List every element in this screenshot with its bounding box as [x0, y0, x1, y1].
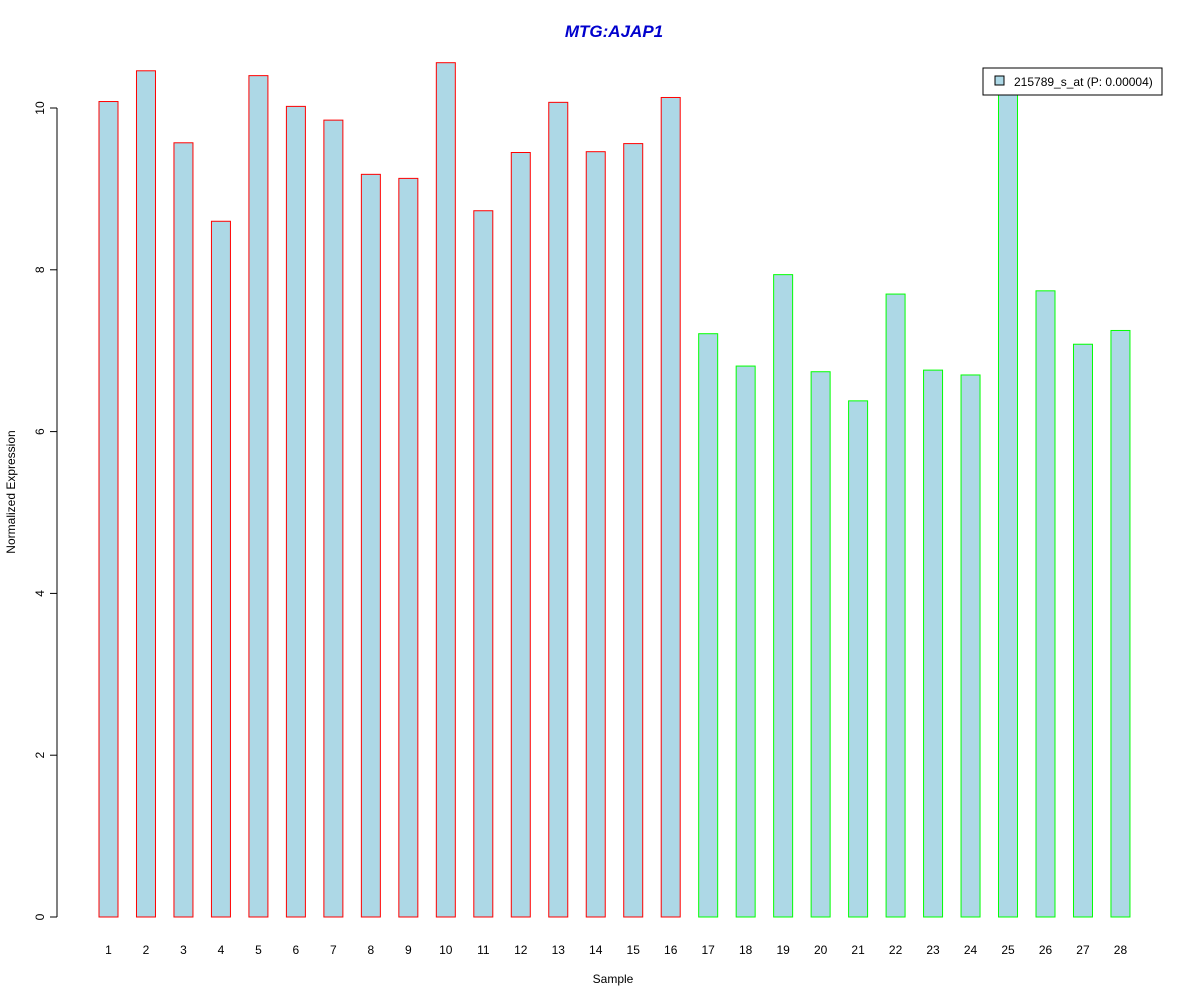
x-axis-title: Sample: [593, 972, 634, 986]
x-tick-label: 19: [776, 943, 790, 957]
legend-swatch: [994, 75, 1005, 86]
y-tick-label: 2: [33, 752, 47, 759]
legend: 215789_s_at (P: 0.00004): [982, 67, 1163, 96]
x-tick-label: 22: [889, 943, 903, 957]
bar-sample-24: [960, 374, 981, 918]
bar-sample-16: [660, 96, 681, 918]
bar-sample-28: [1110, 329, 1131, 918]
x-tick-label: 20: [814, 943, 828, 957]
bar-sample-25: [998, 91, 1019, 918]
bar-sample-20: [810, 371, 831, 918]
x-tick-label: 13: [552, 943, 566, 957]
legend-label: 215789_s_at (P: 0.00004): [1014, 75, 1153, 89]
x-tick-label: 7: [330, 943, 337, 957]
bar-sample-19: [773, 274, 794, 918]
y-tick-label: 0: [33, 913, 47, 920]
x-tick-label: 5: [255, 943, 262, 957]
x-tick-label: 17: [702, 943, 716, 957]
x-tick-label: 14: [589, 943, 603, 957]
x-tick-label: 26: [1039, 943, 1053, 957]
bar-sample-26: [1035, 290, 1056, 918]
bar-sample-22: [885, 293, 906, 918]
x-tick-label: 9: [405, 943, 412, 957]
bar-sample-9: [398, 177, 419, 918]
bar-sample-8: [360, 173, 381, 918]
x-tick-label: 1: [105, 943, 112, 957]
x-tick-label: 2: [143, 943, 150, 957]
y-tick-label: 4: [33, 590, 47, 597]
bar-sample-1: [98, 101, 119, 918]
bar-sample-12: [510, 152, 531, 918]
x-tick-label: 11: [477, 943, 490, 957]
bar-sample-7: [323, 119, 344, 918]
x-tick-label: 12: [514, 943, 528, 957]
bar-sample-5: [248, 75, 269, 918]
bar-sample-14: [585, 151, 606, 918]
bars-group: [98, 62, 1131, 918]
x-tick-label: 27: [1076, 943, 1090, 957]
x-tick-label: 28: [1114, 943, 1128, 957]
bar-sample-15: [623, 143, 644, 918]
x-tick-label: 8: [368, 943, 375, 957]
x-tick-labels: 1 2 3 4 5 6 7 8 9 10 11 12 13 14 15 16 17 18 19 20 21 22 23 24 2…: [105, 943, 1127, 957]
bar-sample-11: [473, 210, 494, 918]
bar-sample-18: [735, 365, 756, 918]
bar-sample-2: [135, 70, 156, 918]
x-tick-label: 24: [964, 943, 978, 957]
bar-sample-27: [1072, 343, 1093, 918]
x-tick-label: 10: [439, 943, 453, 957]
bar-sample-23: [923, 369, 944, 918]
bar-sample-6: [285, 105, 306, 918]
y-tick-label: 10: [33, 101, 47, 115]
y-axis-title: Normalized Expression: [4, 430, 18, 553]
legend-box: [982, 67, 1163, 96]
bar-sample-21: [848, 400, 869, 918]
y-axis: 0 2 4 6 8 10: [33, 101, 58, 920]
x-tick-label: 23: [926, 943, 940, 957]
bar-sample-10: [435, 62, 456, 918]
bar-sample-4: [210, 220, 231, 918]
y-tick-label: 6: [33, 428, 47, 435]
x-tick-label: 3: [180, 943, 187, 957]
x-tick-label: 16: [664, 943, 678, 957]
x-tick-label: 4: [218, 943, 225, 957]
chart-title: MTG:AJAP1: [565, 22, 663, 41]
x-tick-label: 18: [739, 943, 753, 957]
bar-sample-13: [548, 101, 569, 918]
bar-sample-17: [698, 333, 719, 918]
x-tick-label: 15: [627, 943, 641, 957]
bar-sample-3: [173, 142, 194, 918]
x-tick-label: 6: [293, 943, 300, 957]
y-tick-label: 8: [33, 266, 47, 273]
x-tick-label: 25: [1001, 943, 1015, 957]
x-tick-label: 21: [851, 943, 865, 957]
